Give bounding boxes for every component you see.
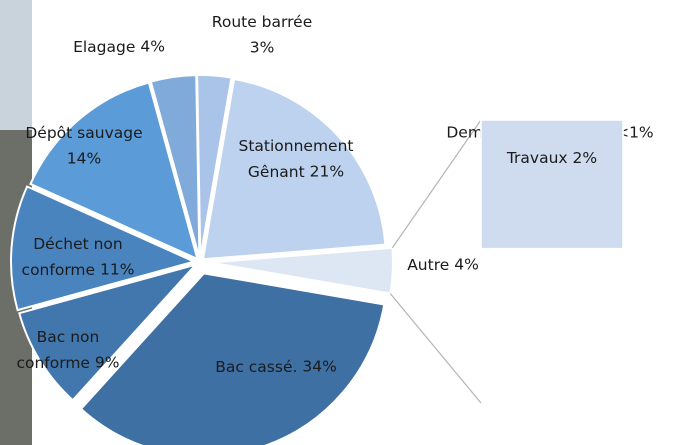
slice-label: Bac cassé.: [215, 358, 297, 376]
slice-value-label: 4%: [140, 38, 165, 56]
slice-value-label: 34%: [302, 358, 336, 376]
bar-segment: [481, 120, 623, 249]
slice-value-label: 21%: [310, 163, 344, 181]
slice-label: Autre: [407, 256, 449, 274]
segment-label: Travaux: [506, 149, 568, 167]
slice-value-label: 14%: [67, 150, 101, 168]
background-sky: [0, 0, 32, 130]
slice-label: Dépôt sauvage: [25, 124, 142, 142]
slice-value-label: 3%: [250, 39, 275, 57]
connector: [390, 294, 481, 403]
slice-value-label: 4%: [454, 256, 479, 274]
slice-label: Route barrée: [212, 13, 312, 31]
slice-value-label: 11%: [100, 261, 134, 279]
chart: Accident1%Demande de collecte<1%Intempér…: [0, 0, 678, 445]
slice-label: Elagage: [73, 38, 135, 56]
slice-value-label: 9%: [95, 354, 120, 372]
segment-value-label: 2%: [573, 149, 598, 167]
